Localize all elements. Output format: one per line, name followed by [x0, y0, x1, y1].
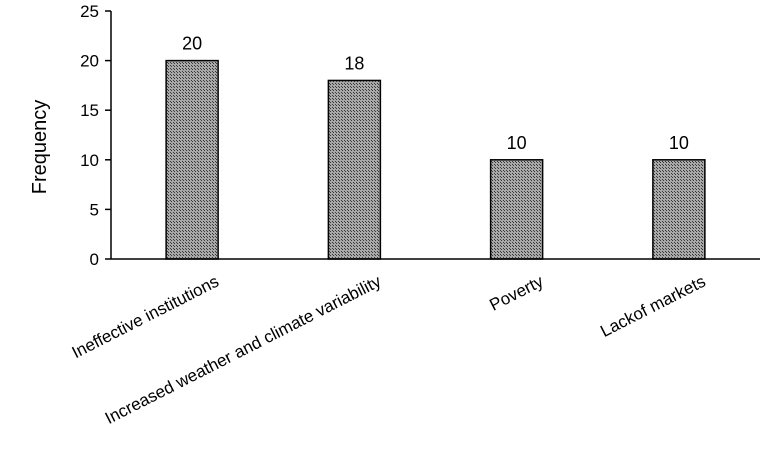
y-tick-label-3: 15 [80, 101, 99, 120]
y-tick-label-2: 10 [80, 151, 99, 170]
category-label-2: Poverty [486, 271, 546, 314]
data-label-3: 10 [669, 133, 689, 153]
data-label-2: 10 [507, 133, 527, 153]
data-labels-group: 20 18 10 10 [182, 34, 689, 153]
category-label-3: Lackof markets [597, 272, 708, 341]
y-axis-ticks: 0 5 10 15 20 25 [80, 2, 111, 269]
bar-1 [327, 79, 382, 260]
y-tick-label-4: 20 [80, 52, 99, 71]
y-axis-title: Frequency [29, 100, 51, 195]
bars-group [165, 59, 706, 260]
data-label-0: 20 [182, 34, 202, 54]
data-label-1: 18 [344, 53, 364, 73]
y-tick-label-1: 5 [90, 200, 99, 219]
bar-2 [489, 159, 544, 260]
bar-0 [165, 59, 219, 260]
category-label-1: Increased weather and climate variabilit… [102, 271, 385, 428]
y-tick-label-5: 25 [80, 2, 99, 21]
category-label-0: Ineffective institutions [69, 272, 222, 363]
y-tick-label-0: 0 [90, 250, 99, 269]
bar-3 [652, 159, 706, 260]
